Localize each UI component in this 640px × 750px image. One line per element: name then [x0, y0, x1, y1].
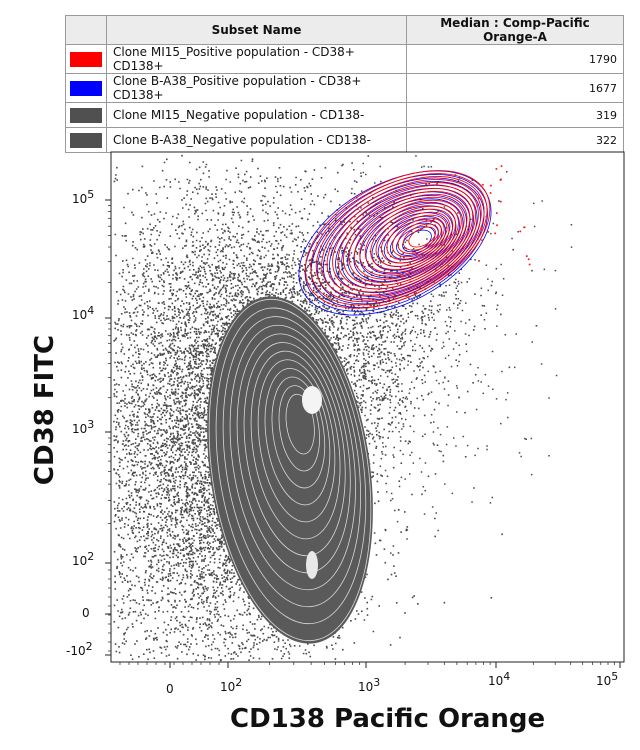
- red-contour: [397, 220, 442, 254]
- legend-row: Clone B-A38_Positive population - CD38+ …: [65, 73, 624, 103]
- red-outlier-dot: [471, 213, 474, 215]
- x-tick-label: 103: [358, 676, 381, 694]
- red-outlier-dot: [477, 197, 480, 200]
- red-contour: [408, 226, 437, 248]
- legend-table: Subset Name Median : Comp-Pacific Orange…: [65, 15, 624, 153]
- legend-row: Clone B-A38_Negative population - CD138-…: [65, 127, 624, 153]
- red-contour: [315, 176, 485, 303]
- legend-header-median: Median : Comp-Pacific Orange-A: [406, 15, 624, 45]
- legend-swatch: [70, 80, 102, 96]
- legend-median-value: 1790: [406, 44, 624, 74]
- negative-contour: [264, 367, 331, 506]
- red-contour: [402, 223, 439, 251]
- red-outlier-dot: [500, 165, 503, 168]
- legend-header-swatch: [65, 15, 107, 45]
- red-outlier-dot: [476, 204, 479, 207]
- y-axis-ticks: [105, 199, 111, 656]
- red-outlier-dot: [523, 226, 526, 229]
- x-tick-label: 104: [488, 670, 511, 688]
- red-outlier-dot: [480, 227, 483, 230]
- y-tick-label: 103: [72, 418, 95, 436]
- red-contour: [375, 208, 454, 267]
- red-contour: [386, 214, 448, 261]
- red-contour: [332, 184, 477, 293]
- blue-contour: [304, 174, 488, 312]
- x-axis-title: CD138 Pacific Orange: [230, 704, 546, 734]
- red-contour: [353, 196, 465, 280]
- negative-contour: [215, 307, 367, 625]
- red-outlier-dot: [527, 258, 530, 261]
- negative-contour: [285, 393, 315, 455]
- red-outlier-dot: [525, 255, 528, 258]
- negative-peak: [306, 551, 318, 579]
- y-tick-label: 104: [72, 304, 95, 322]
- x-tick-label: 0: [166, 682, 174, 696]
- red-contour: [337, 187, 474, 290]
- negative-population-contours: [207, 296, 373, 644]
- blue-contour: [347, 198, 464, 286]
- legend-body: Clone MI15_Positive population - CD38+ C…: [65, 44, 624, 153]
- red-contour: [310, 173, 488, 306]
- legend-subset-name: Clone B-A38_Negative population - CD138-: [106, 127, 407, 153]
- red-outlier-dot: [481, 239, 484, 242]
- red-contour: [348, 193, 468, 283]
- y-tick-label: 102: [72, 550, 95, 568]
- red-contour: [321, 179, 482, 299]
- legend-row: Clone MI15_Negative population - CD138- …: [65, 102, 624, 128]
- negative-contour: [271, 376, 326, 489]
- legend-subset-name: Clone MI15_Negative population - CD138-: [106, 102, 407, 128]
- red-contour: [304, 170, 491, 309]
- legend-swatch: [70, 107, 102, 123]
- x-axis-ticks: [119, 662, 621, 668]
- negative-contour: [278, 385, 320, 472]
- red-outlier-dot: [478, 259, 480, 262]
- red-outlier-dot: [495, 212, 498, 215]
- negative-contour: [257, 359, 336, 523]
- red-contour: [343, 190, 471, 287]
- red-contour: [381, 211, 451, 264]
- red-contour: [364, 202, 459, 274]
- y-axis-title: CD38 FITC: [30, 334, 60, 486]
- y-tick-label: 0: [82, 606, 90, 620]
- red-outlier-dot: [487, 230, 490, 233]
- x-tick-label: 102: [220, 676, 243, 694]
- red-outlier-dot: [494, 232, 497, 235]
- red-outlier-dot: [481, 183, 484, 186]
- negative-contour: [229, 324, 356, 591]
- red-outlier-dot: [499, 179, 502, 181]
- red-contour: [359, 199, 462, 277]
- red-outlier-dot: [495, 167, 498, 170]
- legend-subset-name: Clone MI15_Positive population - CD38+ C…: [106, 44, 407, 74]
- red-outlier-dot: [496, 224, 498, 227]
- legend-swatch: [70, 51, 102, 67]
- red-contour: [370, 205, 457, 270]
- legend-row: Clone MI15_Positive population - CD38+ C…: [65, 44, 624, 74]
- legend-subset-name: Clone B-A38_Positive population - CD38+ …: [106, 73, 407, 103]
- legend-swatch: [70, 132, 102, 148]
- negative-contour: [222, 316, 361, 608]
- negative-contour: [250, 350, 341, 540]
- red-outlier-dot: [499, 200, 502, 203]
- negative-contour: [208, 298, 372, 642]
- x-tick-label: 105: [596, 670, 619, 688]
- y-tick-label: 105: [72, 188, 95, 206]
- legend-median-value: 322: [406, 127, 624, 153]
- red-outlier-dot: [476, 242, 479, 245]
- red-outlier-dot: [489, 184, 492, 187]
- blue-contour: [390, 222, 439, 260]
- red-contour: [392, 217, 445, 258]
- red-outlier-dot: [528, 263, 531, 266]
- red-outlier-dot: [519, 230, 522, 233]
- y-tick-label: -102: [66, 640, 93, 658]
- red-contour: [326, 182, 479, 296]
- red-outlier-dot: [485, 215, 488, 218]
- positive-population-contours: [298, 165, 531, 316]
- red-outlier-dot: [489, 192, 492, 194]
- blue-contour: [377, 215, 446, 268]
- negative-peak: [302, 386, 322, 414]
